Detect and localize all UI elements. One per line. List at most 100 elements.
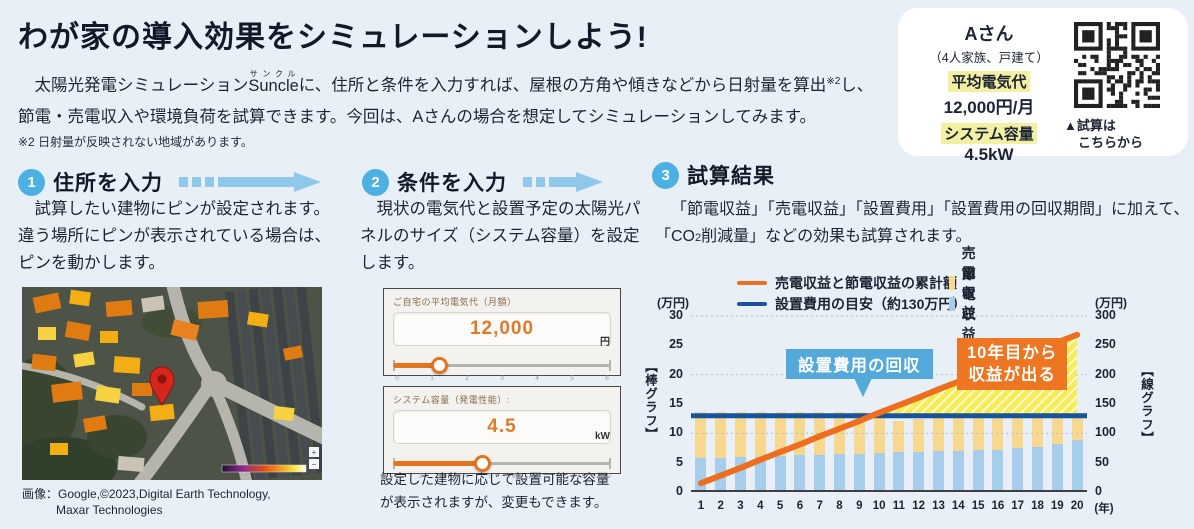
svg-text:+: + bbox=[312, 448, 317, 457]
slider-tick-label: 4 bbox=[465, 473, 469, 480]
slider-handle[interactable] bbox=[474, 455, 492, 472]
system-capacity-slider[interactable] bbox=[393, 455, 611, 472]
qr-caption-line1: ▲試算は bbox=[1064, 118, 1116, 133]
bar-savings bbox=[1012, 448, 1024, 490]
bar-savings bbox=[952, 450, 964, 490]
step3-title: 試算結果 bbox=[687, 165, 775, 188]
x-axis-tick: 15 bbox=[971, 500, 985, 512]
slider-tick-label: 0 bbox=[395, 375, 399, 382]
bar-savings bbox=[754, 456, 766, 490]
right-axis-tick: 250 bbox=[1095, 337, 1116, 352]
arrow-right-icon bbox=[179, 172, 321, 192]
x-axis-tick: 19 bbox=[1050, 500, 1064, 512]
x-axis-tick: 8 bbox=[836, 500, 843, 512]
profile-value-capacity: 4.5kW bbox=[964, 145, 1014, 164]
right-axis-tick: 200 bbox=[1095, 366, 1116, 381]
x-axis-unit: (年) bbox=[1094, 503, 1114, 515]
left-axis-tick: 25 bbox=[669, 337, 683, 352]
svg-text:−: − bbox=[312, 460, 317, 469]
bar-sale-revenue bbox=[873, 411, 885, 454]
legend-line-cumulative bbox=[737, 280, 767, 285]
x-axis-tick: 3 bbox=[737, 500, 744, 512]
chart-legend: 売電収益と節電収益の累計額 設置費用の目安（約130万円） 売電収益 節電収益 bbox=[737, 245, 976, 342]
bar-sale-revenue bbox=[735, 411, 746, 458]
x-axis-tick: 18 bbox=[1031, 500, 1044, 512]
x-axis-tick: 20 bbox=[1070, 500, 1084, 512]
profile-card: Aさん （4人家族、戸建て） 平均電気代 12,000円/月 システム容量 4.… bbox=[898, 8, 1188, 164]
slider-tick-label: 3 bbox=[441, 473, 446, 480]
x-axis-tick: 14 bbox=[951, 500, 965, 512]
system-capacity-input[interactable]: 4.5 bbox=[393, 410, 611, 444]
slider-tick-label: 7 bbox=[535, 473, 539, 480]
map-pin-icon bbox=[149, 366, 175, 407]
profile-label-capacity: システム容量 bbox=[941, 123, 1037, 144]
slider-tick-label: 8 bbox=[558, 473, 563, 480]
left-axis-tick: 20 bbox=[669, 366, 683, 381]
bar-sale-revenue bbox=[933, 417, 944, 452]
bar-savings bbox=[1051, 444, 1063, 490]
profile-name: Aさん bbox=[964, 24, 1014, 44]
simulation-result-chart: 売電収益と節電収益の累計額 設置費用の目安（約130万円） 売電収益 節電収益 … bbox=[643, 245, 1194, 528]
annotation-cost-recovery: 設置費用の回収 bbox=[786, 349, 933, 397]
x-axis-tick: 16 bbox=[991, 500, 1005, 512]
x-axis-tick: 17 bbox=[1011, 500, 1025, 512]
x-axis-tick: 11 bbox=[892, 500, 905, 512]
x-axis-tick: 10 bbox=[872, 500, 886, 512]
bar-savings bbox=[774, 455, 786, 490]
map-credit: 画像：Google,©2023,Digital Earth Technology… bbox=[22, 487, 271, 517]
slider-tick-label: 1 bbox=[430, 375, 434, 382]
slider-handle[interactable] bbox=[430, 357, 448, 374]
bar-sale-revenue bbox=[972, 415, 984, 451]
slider-tick-label: 10 bbox=[603, 473, 611, 480]
bar-savings bbox=[794, 455, 806, 490]
left-axis-unit: (万円) bbox=[657, 296, 689, 310]
left-axis-tick: 15 bbox=[669, 396, 683, 410]
profile-subtitle: （4人家族、戸建て） bbox=[929, 51, 1049, 65]
bar-savings bbox=[893, 452, 905, 490]
bar-sale-revenue bbox=[774, 411, 786, 456]
step1-description: 試算したい建物にピンが設定されます。違う場所にピンが表示されている場合は、ピンを… bbox=[18, 200, 332, 272]
intro-text-1: 太陽光発電シミュレーション bbox=[18, 76, 249, 95]
slider-tick-label: 2 bbox=[465, 375, 469, 382]
bar-sale-revenue bbox=[952, 416, 964, 451]
slider-tick-label: 5 bbox=[488, 473, 493, 480]
left-axis-vertical-label: 【棒グラフ】 bbox=[643, 360, 657, 441]
bar-savings bbox=[1071, 440, 1083, 490]
footnote-marker: ※2 bbox=[826, 76, 841, 87]
bar-savings bbox=[834, 454, 845, 490]
bar-sale-revenue bbox=[1071, 412, 1083, 441]
x-axis-tick: 1 bbox=[697, 500, 705, 512]
intro-paragraph: 太陽光発電シミュレーションSuncleサンクルに、住所と条件を入力すれば、屋根の… bbox=[18, 66, 898, 133]
bar-sale-revenue bbox=[754, 411, 766, 457]
slider-tick-label: 9 bbox=[581, 473, 586, 480]
slider-tick-label: 4 bbox=[535, 375, 539, 382]
electricity-cost-label: ご自宅の平均電気代（月額） bbox=[393, 297, 517, 307]
bar-savings bbox=[873, 453, 885, 490]
bar-sale-revenue bbox=[893, 420, 905, 453]
bar-sale-revenue bbox=[834, 411, 845, 455]
step1-title: 住所を入力 bbox=[53, 172, 163, 195]
x-axis-tick: 6 bbox=[796, 500, 804, 512]
qr-code bbox=[1074, 22, 1160, 108]
qr-caption-line2: こちらから bbox=[1078, 135, 1144, 150]
left-axis-tick: 5 bbox=[676, 454, 683, 469]
right-axis-tick: 300 bbox=[1095, 308, 1116, 322]
left-axis-tick: 0 bbox=[676, 484, 683, 498]
bar-sale-revenue bbox=[992, 414, 1004, 450]
system-capacity-panel: システム容量（発電性能）: 4.5 kW 1 2 3 4 5 6 7 8 9 10 bbox=[383, 386, 621, 480]
slider-tick-label: 2 bbox=[418, 473, 423, 480]
electricity-cost-input[interactable]: 12,000 bbox=[393, 312, 611, 346]
step3-description: 「節電収益」「売電収益」「設置費用」「設置費用の回収期間」に加えて、 「CO2削… bbox=[655, 201, 1190, 245]
intro-text-4: 節電・売電収入や環境負荷を試算できます。今回は、Aさんの場合を想定してシミュレー… bbox=[18, 107, 817, 126]
slider-tick-label: 3 bbox=[500, 375, 504, 382]
step3-line2-co2: 「CO bbox=[655, 228, 696, 245]
right-axis-tick: 100 bbox=[1095, 425, 1116, 440]
system-capacity-label: システム容量（発電性能）: bbox=[393, 395, 510, 405]
bar-savings bbox=[853, 453, 865, 490]
arrow-right-icon bbox=[523, 172, 603, 192]
profile-label-electricity: 平均電気代 bbox=[948, 71, 1030, 92]
bar-sale-revenue bbox=[913, 419, 925, 452]
electricity-cost-slider[interactable] bbox=[393, 357, 611, 374]
left-axis-tick: 10 bbox=[669, 425, 683, 440]
right-axis-tick: 150 bbox=[1095, 396, 1116, 410]
